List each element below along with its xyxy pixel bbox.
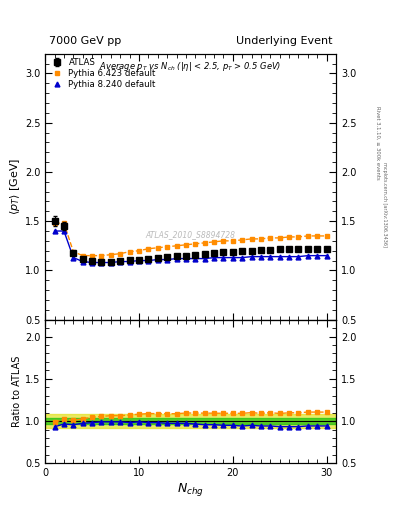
- Pythia 8.240 default: [80, 259, 85, 265]
- Pythia 6.423 default: [165, 244, 169, 250]
- Text: Underlying Event: Underlying Event: [235, 36, 332, 46]
- Pythia 8.240 default: [221, 254, 226, 261]
- Pythia 6.423 default: [80, 252, 85, 259]
- Pythia 6.423 default: [127, 249, 132, 255]
- Pythia 6.423 default: [296, 234, 301, 240]
- Pythia 8.240 default: [240, 254, 244, 261]
- Y-axis label: $\langle p_T \rangle$ [GeV]: $\langle p_T \rangle$ [GeV]: [8, 158, 22, 215]
- Pythia 6.423 default: [174, 243, 179, 249]
- Pythia 8.240 default: [108, 260, 113, 266]
- Pythia 6.423 default: [259, 236, 263, 242]
- Pythia 8.240 default: [155, 257, 160, 263]
- Line: Pythia 6.423 default: Pythia 6.423 default: [53, 221, 329, 258]
- Pythia 8.240 default: [324, 252, 329, 259]
- Line: Pythia 8.240 default: Pythia 8.240 default: [52, 228, 329, 265]
- Pythia 8.240 default: [165, 257, 169, 263]
- Pythia 6.423 default: [315, 233, 320, 239]
- Pythia 8.240 default: [202, 255, 207, 262]
- Bar: [45, 414, 336, 428]
- Pythia 8.240 default: [62, 228, 66, 234]
- Pythia 8.240 default: [259, 253, 263, 260]
- Pythia 6.423 default: [240, 237, 244, 243]
- X-axis label: $N_{chg}$: $N_{chg}$: [177, 481, 204, 498]
- Pythia 6.423 default: [212, 239, 217, 245]
- Pythia 6.423 default: [193, 241, 198, 247]
- Pythia 6.423 default: [230, 238, 235, 244]
- Pythia 6.423 default: [277, 235, 282, 241]
- Pythia 6.423 default: [287, 234, 292, 240]
- Pythia 6.423 default: [184, 242, 188, 248]
- Pythia 8.240 default: [212, 254, 217, 261]
- Pythia 6.423 default: [108, 251, 113, 258]
- Text: Rivet 3.1.10, ≥ 300k events: Rivet 3.1.10, ≥ 300k events: [376, 106, 380, 180]
- Pythia 6.423 default: [268, 235, 273, 241]
- Pythia 8.240 default: [249, 253, 254, 260]
- Bar: [45, 418, 336, 424]
- Pythia 8.240 default: [90, 260, 94, 266]
- Pythia 6.423 default: [137, 248, 141, 254]
- Text: 7000 GeV pp: 7000 GeV pp: [49, 36, 121, 46]
- Pythia 8.240 default: [230, 254, 235, 261]
- Pythia 8.240 default: [146, 258, 151, 264]
- Pythia 8.240 default: [296, 253, 301, 260]
- Pythia 8.240 default: [305, 252, 310, 259]
- Pythia 6.423 default: [90, 252, 94, 259]
- Pythia 8.240 default: [71, 254, 76, 261]
- Pythia 6.423 default: [249, 236, 254, 242]
- Pythia 8.240 default: [127, 259, 132, 265]
- Pythia 6.423 default: [146, 246, 151, 252]
- Pythia 6.423 default: [52, 220, 57, 226]
- Pythia 8.240 default: [184, 255, 188, 262]
- Pythia 8.240 default: [315, 252, 320, 259]
- Pythia 6.423 default: [62, 220, 66, 226]
- Pythia 6.423 default: [202, 240, 207, 246]
- Pythia 6.423 default: [118, 250, 123, 257]
- Pythia 6.423 default: [99, 252, 104, 259]
- Text: Average $p_T$ vs $N_{ch}$ ($|\eta|$ < 2.5, $p_T$ > 0.5 GeV): Average $p_T$ vs $N_{ch}$ ($|\eta|$ < 2.…: [99, 60, 282, 73]
- Pythia 6.423 default: [155, 245, 160, 251]
- Pythia 8.240 default: [174, 255, 179, 262]
- Pythia 8.240 default: [118, 259, 123, 265]
- Legend: ATLAS, Pythia 6.423 default, Pythia 8.240 default: ATLAS, Pythia 6.423 default, Pythia 8.24…: [48, 56, 158, 91]
- Pythia 8.240 default: [268, 253, 273, 260]
- Pythia 8.240 default: [99, 260, 104, 266]
- Pythia 6.423 default: [71, 249, 76, 255]
- Pythia 6.423 default: [221, 238, 226, 244]
- Pythia 8.240 default: [193, 255, 198, 262]
- Pythia 8.240 default: [287, 253, 292, 260]
- Pythia 8.240 default: [52, 228, 57, 234]
- Pythia 6.423 default: [324, 233, 329, 239]
- Pythia 8.240 default: [137, 258, 141, 264]
- Pythia 6.423 default: [305, 233, 310, 239]
- Text: ATLAS_2010_S8894728: ATLAS_2010_S8894728: [145, 230, 236, 239]
- Pythia 8.240 default: [277, 253, 282, 260]
- Y-axis label: Ratio to ATLAS: Ratio to ATLAS: [12, 356, 22, 427]
- Text: mcplots.cern.ch [arXiv:1306.3436]: mcplots.cern.ch [arXiv:1306.3436]: [382, 162, 387, 247]
